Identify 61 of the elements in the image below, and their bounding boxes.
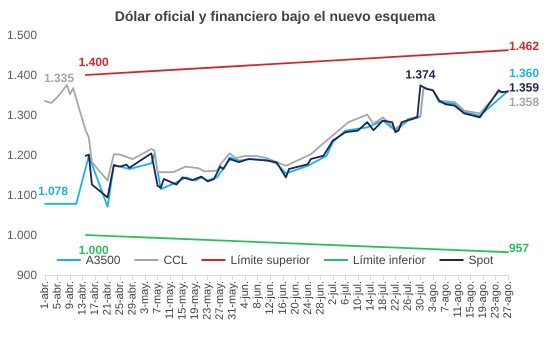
data-label: 1.335	[44, 71, 74, 85]
x-tick-label: 1-abr.	[39, 281, 51, 310]
data-label: 1.078	[38, 184, 68, 198]
x-tick-label: 23-ago.	[489, 281, 502, 318]
x-tick-label: 19-may.	[189, 281, 202, 320]
x-tick-label: 3-may.	[139, 281, 152, 314]
x-tick-label: 17-abr.	[89, 281, 102, 316]
x-tick-label: 7-may.	[152, 281, 164, 314]
x-tick-label: 20-jun.	[289, 281, 302, 315]
x-tick-label: 29-abr.	[126, 281, 139, 316]
legend-label: Límite inferior	[352, 253, 426, 267]
x-tick-label: 12-jun.	[264, 281, 276, 315]
x-tick-label: 15-may.	[176, 281, 189, 320]
chart-title: Dólar oficial y financiero bajo el nuevo esquema	[114, 8, 436, 24]
line-series	[84, 84, 509, 198]
x-tick-label: 19-ago.	[476, 281, 489, 318]
x-tick-label: 25-abr.	[114, 281, 126, 316]
x-tick-label: 24-jun.	[302, 281, 314, 315]
y-tick-label: 1.400	[6, 68, 38, 82]
x-tick-label: 15-ago.	[464, 281, 476, 318]
y-tick-label: 1.000	[6, 228, 38, 242]
x-tick-label: 30-jul.	[414, 281, 426, 311]
x-tick-label: 5-abr.	[52, 281, 64, 310]
data-label: 1.462	[509, 39, 540, 54]
x-tick-label: 8-jun.	[252, 281, 264, 309]
x-tick-label: 22-jul.	[389, 281, 402, 311]
x-tick-label: 2-jul.	[326, 281, 339, 305]
x-tick-label: 10-jul.	[352, 281, 364, 311]
y-tick-label: 1.500	[6, 28, 38, 42]
data-label: 1.374	[405, 67, 436, 82]
legend-label: CCL	[163, 253, 188, 267]
x-tick-label: 13-abr.	[76, 281, 89, 316]
x-tick-label: 16-jun.	[276, 281, 289, 315]
x-tick-label: 11-may.	[164, 281, 176, 320]
x-tick-label: 18-jul.	[376, 281, 389, 311]
x-tick-label: 4-jun.	[239, 281, 252, 309]
x-tick-label: 11-ago.	[452, 281, 464, 318]
x-tick-label: 6-jul.	[339, 281, 352, 305]
x-tick-label: 27-may.	[214, 281, 226, 320]
x-tick-label: 27-ago.	[502, 281, 514, 318]
x-tick-label: 9-abr.	[64, 281, 76, 310]
y-tick-label: 1.300	[6, 108, 38, 122]
legend-label: Spot	[468, 253, 494, 267]
data-label: 1.358	[509, 94, 540, 109]
x-tick-label: 26-jul.	[402, 281, 414, 311]
x-tick-label: 28-jun.	[314, 281, 326, 315]
data-label: 957	[509, 241, 530, 256]
x-tick-label: 3-ago.	[426, 281, 439, 312]
data-label: 1.359	[509, 80, 540, 94]
x-tick-label: 23-may.	[202, 281, 214, 320]
x-tick-label: 31-may.	[226, 281, 239, 320]
data-label: 1.400	[78, 55, 110, 69]
legend-label: Límite superior	[230, 253, 310, 267]
y-tick-label: 1.100	[6, 188, 38, 202]
y-tick-label: 900	[16, 268, 38, 282]
y-tick-label: 1.200	[6, 148, 38, 162]
x-tick-label: 21-abr.	[102, 281, 114, 316]
x-tick-label: 7-ago.	[439, 281, 452, 312]
line-series	[44, 84, 509, 182]
x-tick-label: 14-jul.	[364, 281, 376, 311]
data-label: 1.360	[509, 66, 540, 80]
